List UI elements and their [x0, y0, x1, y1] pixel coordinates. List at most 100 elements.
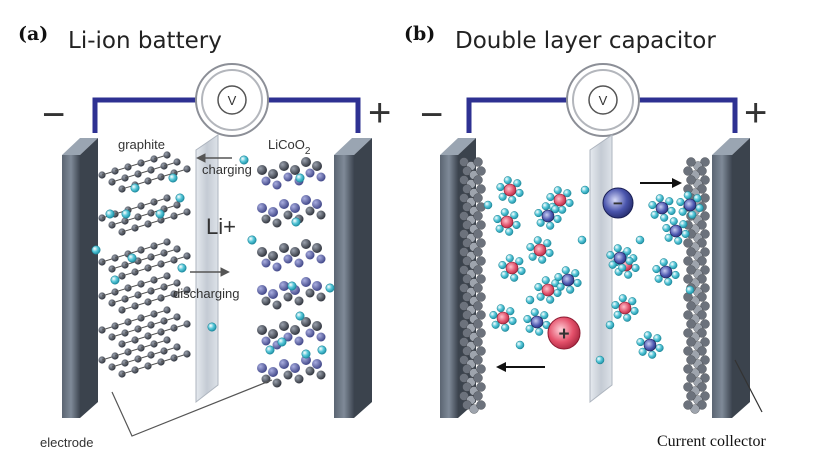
carbon-particle [700, 373, 710, 383]
carbon-particle [476, 364, 486, 374]
solvent-molecule [528, 252, 537, 261]
solvent-molecule [508, 195, 517, 204]
solvated-anion [534, 202, 562, 230]
carbon-particle [697, 310, 707, 320]
solvent-molecule [683, 191, 692, 200]
carbon-particle [697, 400, 707, 410]
licoo2-atom [268, 251, 278, 261]
licoo2-atom [279, 281, 289, 291]
solvent-molecule [654, 274, 663, 283]
solvent-molecule [573, 278, 582, 288]
solvent-molecule [538, 255, 547, 264]
licoo2-atom [261, 336, 271, 346]
panel-b-right-carbon [683, 157, 710, 414]
panel-a-positive-sign: + [368, 91, 391, 135]
solvent-molecule [546, 192, 555, 202]
solvent-molecule [630, 306, 639, 316]
solvent-molecule [525, 295, 535, 305]
graphite-atom [183, 286, 191, 294]
licoo2-atom [272, 218, 282, 228]
licoo2-atom [257, 285, 267, 295]
panel-a-licoo2-layers [257, 157, 326, 388]
anion-core [655, 201, 669, 215]
licoo2-atom [290, 247, 300, 257]
carbon-particle [462, 202, 472, 212]
carbon-particle [459, 175, 469, 185]
solvent-molecule [505, 254, 514, 263]
carbon-particle [686, 337, 696, 347]
carbon-particle [683, 400, 693, 410]
panel-a-discharging-label: discharging [173, 286, 240, 301]
licoo2-atom [261, 176, 271, 186]
solvent-molecule [688, 210, 697, 219]
carbon-particle [476, 346, 486, 356]
panel-b-collector-label: Current collector [657, 433, 767, 450]
licoo2-atom [312, 243, 322, 253]
carbon-particle [459, 319, 469, 329]
licoo2-atom [294, 258, 304, 268]
solvent-molecule [553, 214, 562, 224]
licoo2-atom [268, 367, 278, 377]
carbon-particle [476, 256, 486, 266]
graphite-atom [173, 279, 181, 287]
solvent-molecule [678, 207, 687, 216]
licoo2-atom [290, 325, 300, 335]
solvent-molecule [605, 320, 615, 330]
solvent-molecule [618, 263, 627, 272]
solvent-molecule [551, 205, 560, 214]
licoo2-atom [316, 370, 326, 380]
li-ion [301, 349, 311, 359]
solvated-cation [489, 304, 517, 332]
licoo2-atom [268, 329, 278, 339]
carbon-particle [459, 373, 469, 383]
licoo2-atom [261, 214, 271, 224]
carbon-particle [462, 346, 472, 356]
solvent-molecule [561, 266, 570, 275]
solvent-molecule [536, 218, 545, 227]
solvent-molecule [595, 355, 605, 365]
solvent-molecule [565, 198, 574, 208]
carbon-particle [700, 265, 710, 275]
li-ion [277, 337, 287, 347]
carbon-particle [459, 193, 469, 203]
licoo2-layer [257, 195, 326, 228]
graphite-atom [163, 194, 171, 202]
carbon-particle [473, 391, 483, 401]
solvent-molecule [536, 292, 545, 301]
cation-core [496, 311, 510, 325]
carbon-particle [686, 391, 696, 401]
panel-a-negative-sign: − [42, 93, 65, 137]
carbon-particle [473, 337, 483, 347]
solvent-molecule [653, 334, 662, 343]
carbon-particle [476, 382, 486, 392]
carbon-particle [683, 166, 693, 176]
carbon-particle [697, 220, 707, 230]
panel-b-right-electrode [712, 138, 750, 418]
carbon-particle [473, 283, 483, 293]
solvent-molecule [525, 324, 534, 333]
carbon-particle [473, 301, 483, 311]
licoo2-atom [301, 277, 311, 287]
solvent-molecule [623, 247, 632, 256]
licoo2-atom [294, 374, 304, 384]
carbon-particle [473, 355, 483, 365]
panel-b-voltmeter: V [566, 63, 640, 137]
solvent-molecule [554, 272, 563, 282]
panel-a-graphite-layers [98, 151, 191, 378]
licoo2-atom [305, 206, 315, 216]
carbon-particle [459, 301, 469, 311]
solvent-molecule [530, 308, 539, 317]
solvated-anion [676, 191, 704, 219]
carbon-particle [476, 166, 486, 176]
li-ion [177, 263, 187, 273]
graphite-atom [183, 252, 191, 260]
solvent-molecule [665, 197, 674, 206]
solvent-molecule [611, 300, 620, 310]
panel-a-letter: (a) [18, 23, 48, 45]
solvent-molecule [515, 188, 524, 198]
panel-a-graphite-label: graphite [118, 137, 165, 152]
li-ion [110, 275, 120, 285]
carbon-particle [700, 229, 710, 239]
graphite-sheet [98, 151, 191, 193]
cation-core [541, 283, 555, 297]
